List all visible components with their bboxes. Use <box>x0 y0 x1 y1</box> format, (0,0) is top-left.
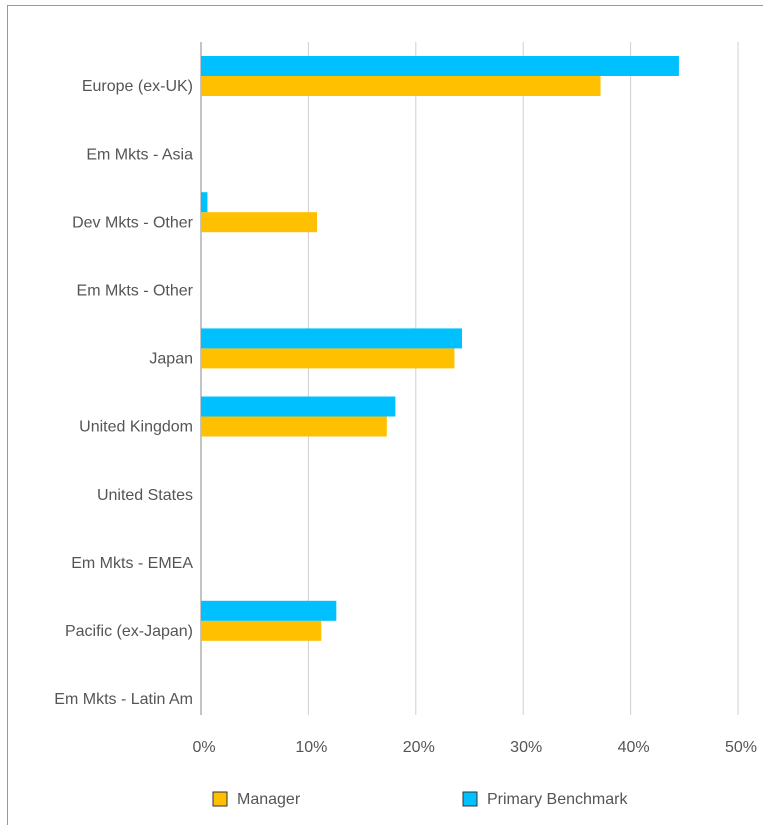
legend-swatch <box>212 791 228 807</box>
bar <box>201 600 337 621</box>
bar <box>201 56 679 76</box>
y-tick-label: Japan <box>149 351 193 368</box>
bar <box>201 212 317 233</box>
y-tick-label: Europe (ex-UK) <box>82 78 193 95</box>
legend-label: Manager <box>237 791 301 808</box>
y-tick-label: United States <box>97 487 193 504</box>
x-tick-label: 50% <box>725 739 757 756</box>
y-tick-label: United Kingdom <box>79 419 193 436</box>
x-tick-label: 0% <box>192 739 215 756</box>
bar <box>201 328 462 349</box>
frame <box>7 5 763 825</box>
legend-swatch <box>462 791 478 807</box>
y-tick-label: Pacific (ex-Japan) <box>65 623 193 640</box>
x-tick-label: 10% <box>295 739 327 756</box>
bar <box>201 348 455 369</box>
bar <box>201 76 601 96</box>
y-tick-label: Em Mkts - Asia <box>86 146 193 163</box>
y-tick-label: Em Mkts - Other <box>77 283 194 300</box>
bar <box>201 416 387 437</box>
bar <box>201 396 396 417</box>
x-tick-label: 40% <box>618 739 650 756</box>
y-tick-label: Em Mkts - Latin Am <box>54 691 193 708</box>
bar <box>201 192 208 213</box>
legend-label: Primary Benchmark <box>487 791 628 808</box>
x-tick-label: 30% <box>510 739 542 756</box>
y-tick-label: Dev Mkts - Other <box>72 214 194 231</box>
bar <box>201 620 322 641</box>
y-tick-label: Em Mkts - EMEA <box>71 555 193 572</box>
x-tick-label: 20% <box>403 739 435 756</box>
